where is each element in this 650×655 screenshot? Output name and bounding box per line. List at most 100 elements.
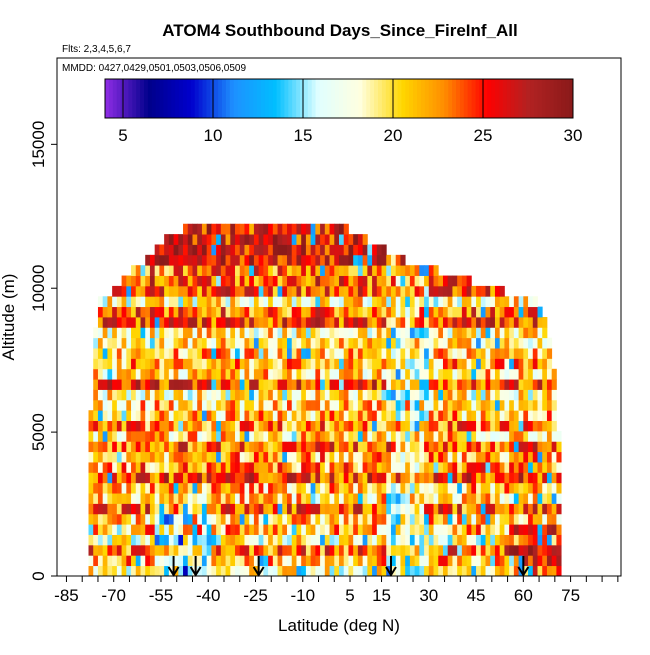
colorbar-swatch	[553, 79, 558, 118]
heatmap-cell	[173, 493, 179, 504]
heatmap-cell	[305, 534, 312, 546]
heatmap-cell	[268, 265, 274, 276]
heatmap-cell	[126, 534, 132, 546]
heatmap-cell	[305, 285, 312, 297]
heatmap-cell	[239, 275, 245, 287]
heatmap-cell	[376, 399, 382, 411]
colorbar-swatch	[331, 79, 336, 118]
heatmap-cell	[466, 503, 472, 515]
heatmap-cell	[546, 337, 553, 349]
heatmap-cell	[168, 327, 174, 339]
heatmap-cell	[159, 296, 165, 308]
heatmap-cell	[424, 379, 430, 390]
heatmap-cell	[268, 503, 274, 515]
heatmap-cell	[116, 482, 122, 494]
colorbar-swatch	[342, 79, 348, 118]
heatmap-cell	[419, 513, 425, 525]
heatmap-cell	[315, 503, 321, 515]
heatmap-cell	[116, 348, 122, 359]
heatmap-cell	[164, 368, 170, 380]
heatmap-cell	[102, 482, 108, 494]
heatmap-cell	[249, 513, 255, 525]
heatmap-cell	[537, 503, 543, 515]
heatmap-cell	[291, 285, 297, 297]
colorbar-swatch	[456, 79, 461, 118]
heatmap-cell	[168, 348, 174, 359]
heatmap-cell	[178, 513, 184, 525]
heatmap-cell	[339, 358, 345, 370]
heatmap-cell	[339, 493, 345, 504]
heatmap-cell	[428, 337, 434, 349]
heatmap-cell	[116, 389, 122, 401]
heatmap-cell	[485, 555, 491, 567]
heatmap-cell	[305, 223, 312, 235]
heatmap-cell	[329, 482, 335, 494]
heatmap-cell	[225, 555, 231, 567]
heatmap-cell	[551, 368, 557, 380]
heatmap-cell	[324, 296, 330, 308]
heatmap-cell	[461, 327, 468, 339]
heatmap-cell	[447, 544, 453, 556]
heatmap-cell	[206, 254, 212, 266]
heatmap-cell	[154, 358, 160, 370]
heatmap-cell	[131, 337, 137, 349]
heatmap-cell	[395, 337, 401, 349]
heatmap-cell	[334, 503, 340, 515]
heatmap-cell	[268, 368, 274, 380]
colorbar-tick-label: 30	[564, 126, 583, 145]
chart-title: ATOM4 Southbound Days_Since_FireInf_All	[162, 21, 517, 40]
heatmap-cell	[126, 565, 132, 576]
heatmap-cell	[518, 534, 524, 546]
heatmap-cell	[334, 296, 340, 308]
heatmap-cell	[235, 503, 241, 515]
arrow-head	[252, 566, 265, 577]
heatmap-cell	[272, 524, 278, 535]
heatmap-cell	[405, 399, 411, 411]
heatmap-cell	[433, 368, 439, 380]
heatmap-cell	[315, 441, 321, 453]
heatmap-cell	[97, 451, 104, 463]
heatmap-cell	[461, 420, 468, 432]
colorbar-swatch	[346, 79, 352, 118]
heatmap-cell	[201, 306, 208, 318]
heatmap-cell	[310, 379, 316, 390]
heatmap-cell	[390, 368, 397, 380]
heatmap-cell	[135, 430, 141, 442]
heatmap-cell	[419, 275, 425, 287]
heatmap-cell	[551, 524, 557, 535]
heatmap-cell	[201, 317, 208, 328]
heatmap-cell	[452, 389, 458, 401]
heatmap-cell	[428, 430, 434, 442]
heatmap-cell	[187, 368, 193, 380]
flights-label: Flts: 2,3,4,5,6,7	[62, 44, 131, 55]
heatmap-cell	[400, 503, 406, 515]
heatmap-cell	[324, 524, 330, 535]
heatmap-cell	[112, 451, 118, 463]
heatmap-cell	[409, 513, 416, 525]
heatmap-cell	[461, 379, 468, 390]
heatmap-cell	[367, 348, 373, 359]
heatmap-cell	[376, 275, 382, 287]
heatmap-cell	[235, 358, 241, 370]
heatmap-cell	[442, 430, 449, 442]
heatmap-cell	[499, 389, 505, 401]
heatmap-cell	[93, 472, 99, 484]
heatmap-cell	[131, 544, 137, 556]
heatmap-cell	[457, 420, 463, 432]
heatmap-cell	[329, 296, 335, 308]
heatmap-cell	[414, 410, 420, 421]
heatmap-cell	[301, 275, 307, 287]
heatmap-cell	[513, 462, 519, 473]
heatmap-cell	[528, 544, 534, 556]
heatmap-cell	[206, 223, 212, 235]
heatmap-cell	[97, 462, 104, 473]
heatmap-cell	[244, 544, 250, 556]
heatmap-cell	[211, 482, 217, 494]
heatmap-cell	[376, 420, 382, 432]
heatmap-cell	[239, 462, 245, 473]
heatmap-cell	[272, 451, 278, 463]
heatmap-cell	[112, 503, 118, 515]
heatmap-cell	[216, 348, 222, 359]
heatmap-cell	[272, 234, 278, 245]
heatmap-cell	[296, 503, 302, 515]
